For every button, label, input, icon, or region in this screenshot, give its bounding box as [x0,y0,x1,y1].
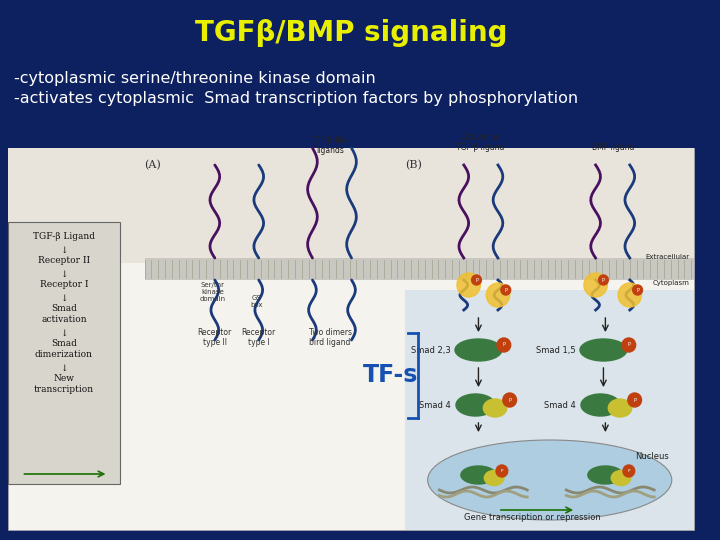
Text: -cytoplasmic serine/threonine kinase domain: -cytoplasmic serine/threonine kinase dom… [14,71,375,85]
Text: ↓: ↓ [60,364,68,373]
Circle shape [622,338,636,352]
Text: Activin or
TGF β ligand: Activin or TGF β ligand [456,133,505,152]
Text: New: New [53,374,74,383]
Text: activation: activation [41,315,87,324]
Ellipse shape [581,394,620,416]
Text: TGF-β Ligand: TGF-β Ligand [33,232,95,241]
Text: ↓: ↓ [60,270,68,279]
Bar [8,222,120,484]
Text: GS
box: GS box [251,295,263,308]
Ellipse shape [428,440,672,520]
Circle shape [618,283,642,307]
Text: P: P [503,342,505,348]
Bar [405,290,694,530]
Text: P: P [602,278,605,282]
Text: Smad 4: Smad 4 [419,401,451,409]
Text: Receptor
type II: Receptor type II [198,328,232,347]
Text: dimerization: dimerization [35,350,93,359]
Text: P: P [508,397,511,402]
Ellipse shape [483,399,507,417]
Bar [145,258,694,280]
Ellipse shape [461,466,496,484]
Text: Nucleus: Nucleus [634,452,668,461]
Text: Ser/thr
kinase
domain: Ser/thr kinase domain [199,282,226,302]
Text: Smad 4: Smad 4 [544,401,576,409]
Text: Receptor I: Receptor I [40,280,89,289]
Text: ↓: ↓ [60,294,68,303]
Circle shape [457,273,480,297]
Text: transcription: transcription [34,385,94,394]
Ellipse shape [588,466,623,484]
Text: P: P [504,287,507,293]
Bar [8,148,694,263]
Circle shape [497,338,510,352]
Text: TGFβ/BMP signaling: TGFβ/BMP signaling [195,19,508,47]
Text: TGF-β-like
ligands: TGF-β-like ligands [311,136,349,155]
Circle shape [503,393,516,407]
Ellipse shape [456,394,495,416]
Text: Smad 2,3: Smad 2,3 [411,346,451,354]
Ellipse shape [611,470,631,485]
Circle shape [501,285,510,295]
Circle shape [633,285,642,295]
Circle shape [496,465,508,477]
Text: Cytoplasm: Cytoplasm [652,280,689,286]
Text: P: P [636,287,639,293]
Circle shape [486,283,510,307]
Bar [8,148,694,530]
Text: Gene transcription or repression: Gene transcription or repression [464,512,600,522]
Ellipse shape [455,339,502,361]
Text: P: P [628,469,630,473]
Text: Smad: Smad [51,304,77,313]
Circle shape [628,393,642,407]
Text: P: P [475,278,478,282]
Text: Receptor II: Receptor II [38,256,90,265]
Text: ↓: ↓ [60,246,68,255]
Text: Two dimers
bird ligand: Two dimers bird ligand [309,328,351,347]
Circle shape [598,275,608,285]
Text: TF-s: TF-s [363,363,418,387]
Text: P: P [633,397,636,402]
Text: (B): (B) [405,160,422,170]
Ellipse shape [485,470,504,485]
Ellipse shape [580,339,627,361]
Ellipse shape [608,399,631,417]
Text: Extracellular: Extracellular [645,254,689,260]
Text: P: P [500,469,503,473]
Text: ↓: ↓ [60,329,68,338]
Text: (A): (A) [145,160,161,170]
Circle shape [584,273,608,297]
Text: Smad 1,5: Smad 1,5 [536,346,576,354]
Text: Receptor
type I: Receptor type I [242,328,276,347]
Text: BMF ligand: BMF ligand [592,143,634,152]
Circle shape [472,275,482,285]
Circle shape [623,465,634,477]
Text: -activates cytoplasmic  Smad transcription factors by phosphorylation: -activates cytoplasmic Smad transcriptio… [14,91,577,105]
Text: Smad: Smad [51,339,77,348]
Text: P: P [627,342,630,348]
